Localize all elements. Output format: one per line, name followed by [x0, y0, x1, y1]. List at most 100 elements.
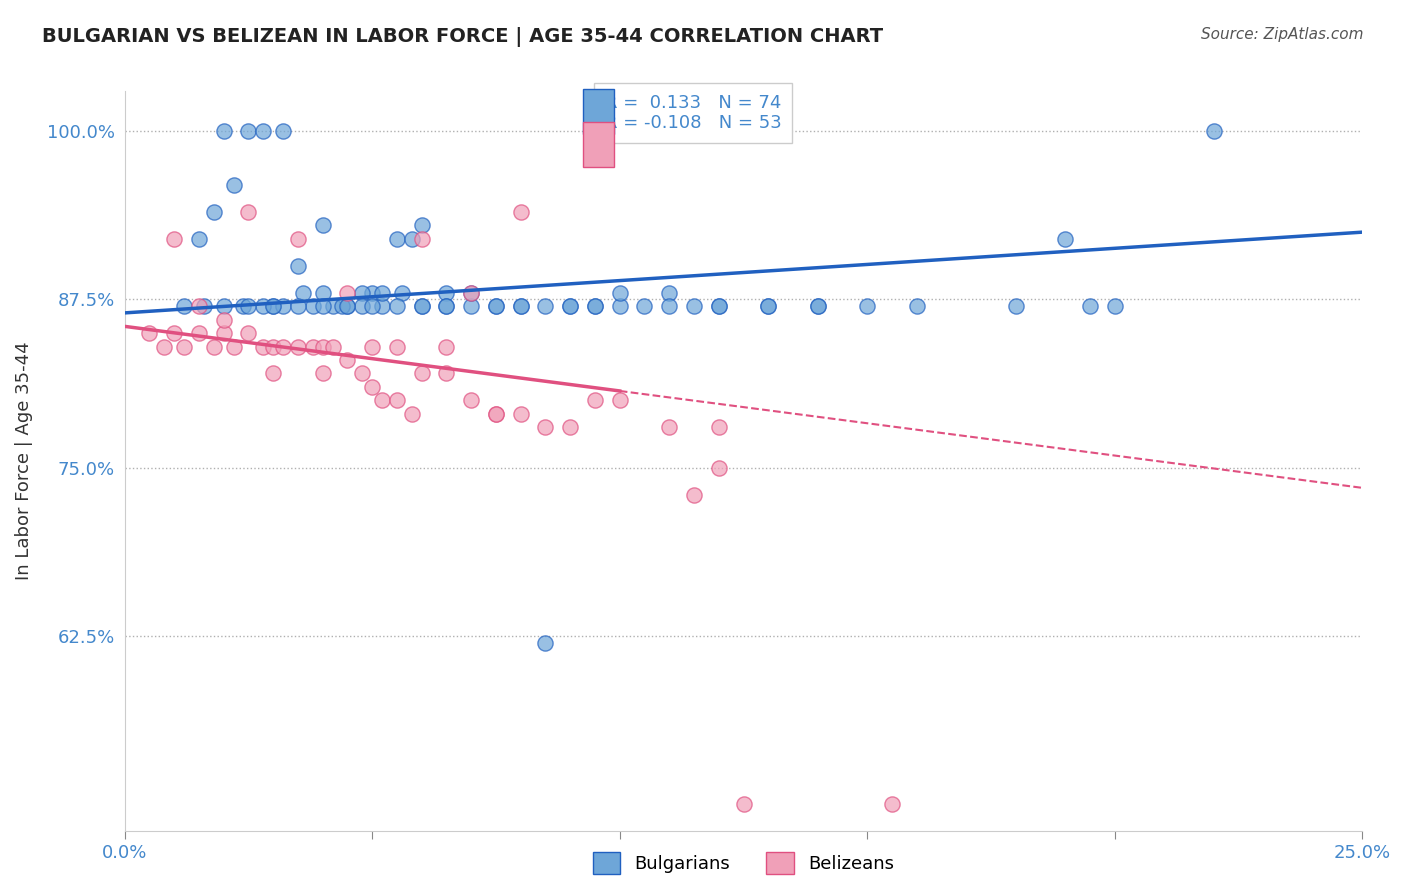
Y-axis label: In Labor Force | Age 35-44: In Labor Force | Age 35-44 — [15, 342, 32, 581]
Point — [411, 299, 433, 313]
Point — [1202, 124, 1225, 138]
Point — [609, 285, 631, 300]
Point — [193, 299, 215, 313]
Point — [163, 326, 186, 340]
Point — [658, 420, 681, 434]
Point — [633, 299, 655, 313]
Point — [238, 326, 260, 340]
Point — [436, 340, 458, 354]
Point — [385, 340, 408, 354]
Point — [262, 340, 284, 354]
Point — [534, 420, 557, 434]
Point — [301, 340, 323, 354]
Point — [361, 299, 384, 313]
Point — [560, 420, 582, 434]
Point — [485, 407, 508, 421]
Point — [336, 299, 359, 313]
Text: Source: ZipAtlas.com: Source: ZipAtlas.com — [1201, 27, 1364, 42]
Point — [411, 232, 433, 246]
Point — [311, 367, 333, 381]
Point — [460, 285, 482, 300]
Point — [212, 312, 235, 326]
Point — [352, 367, 374, 381]
Point — [807, 299, 830, 313]
Point — [336, 353, 359, 368]
Point — [583, 124, 606, 138]
Point — [880, 797, 903, 812]
Point — [222, 340, 245, 354]
Point — [336, 285, 359, 300]
Point — [271, 340, 294, 354]
Point — [658, 299, 681, 313]
Point — [560, 299, 582, 313]
Point — [138, 326, 160, 340]
Point — [287, 299, 309, 313]
Point — [583, 299, 606, 313]
Point — [232, 299, 254, 313]
Point — [509, 299, 531, 313]
Point — [311, 219, 333, 233]
Point — [361, 340, 384, 354]
Point — [436, 285, 458, 300]
Point — [460, 299, 482, 313]
Point — [411, 219, 433, 233]
Point — [609, 393, 631, 408]
Point — [371, 393, 394, 408]
Point — [332, 299, 354, 313]
Point — [187, 299, 209, 313]
Point — [385, 299, 408, 313]
Point — [707, 299, 730, 313]
Point — [485, 299, 508, 313]
Point — [271, 299, 294, 313]
Point — [202, 340, 225, 354]
Point — [509, 205, 531, 219]
Point — [252, 299, 274, 313]
Point — [287, 259, 309, 273]
Point — [583, 393, 606, 408]
Point — [385, 393, 408, 408]
Point — [1005, 299, 1028, 313]
Point — [222, 178, 245, 192]
Point — [212, 124, 235, 138]
Point — [252, 340, 274, 354]
Point — [733, 797, 755, 812]
Point — [485, 299, 508, 313]
Point — [271, 124, 294, 138]
Legend: Bulgarians, Belizeans: Bulgarians, Belizeans — [586, 845, 901, 881]
Point — [371, 299, 394, 313]
Point — [291, 285, 314, 300]
Point — [1104, 299, 1126, 313]
Point — [460, 393, 482, 408]
Point — [411, 367, 433, 381]
Point — [509, 407, 531, 421]
Point — [352, 299, 374, 313]
Point — [683, 299, 706, 313]
Point — [301, 299, 323, 313]
Point — [756, 299, 779, 313]
Point — [361, 380, 384, 394]
Point — [322, 340, 344, 354]
Point — [385, 232, 408, 246]
Point — [534, 635, 557, 649]
Point — [361, 285, 384, 300]
Point — [707, 420, 730, 434]
Point — [436, 367, 458, 381]
Point — [401, 407, 423, 421]
Point — [287, 232, 309, 246]
Point — [311, 299, 333, 313]
Point — [153, 340, 176, 354]
Point — [707, 299, 730, 313]
Point — [485, 407, 508, 421]
Point — [756, 299, 779, 313]
Point — [252, 124, 274, 138]
Point — [371, 285, 394, 300]
Point — [212, 299, 235, 313]
Point — [1054, 232, 1077, 246]
Point — [311, 340, 333, 354]
Point — [609, 299, 631, 313]
Point — [262, 299, 284, 313]
Point — [658, 285, 681, 300]
Point — [187, 232, 209, 246]
Point — [509, 299, 531, 313]
Point — [683, 487, 706, 501]
